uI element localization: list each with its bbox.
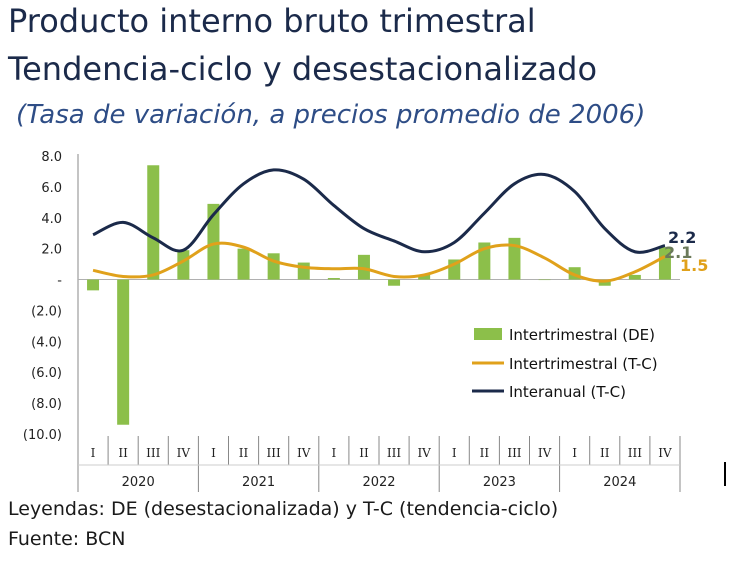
bar-intertrimestral-de [357, 254, 370, 280]
bar-intertrimestral-de [87, 279, 100, 291]
y-tick-label: 2.0 [41, 243, 62, 258]
line-series [92, 168, 666, 283]
bar-intertrimestral-de [207, 203, 220, 280]
y-tick-label: 6.0 [41, 181, 62, 196]
bar-series [87, 165, 671, 425]
quarter-label: III [507, 446, 521, 460]
chart-title-line2: Tendencia-ciclo y desestacionalizado [8, 50, 598, 88]
quarter-label: I [331, 446, 336, 460]
bar-intertrimestral-de [658, 247, 671, 280]
quarter-label: III [628, 446, 642, 460]
chart-legend: Intertrimestral (DE) Intertrimestral (T-C… [472, 326, 658, 401]
quarter-label: II [239, 446, 249, 460]
end-value-label: 1.5 [680, 256, 708, 275]
quarter-label: IV [417, 446, 431, 460]
y-tick-label: (6.0) [31, 366, 62, 381]
quarter-label: I [452, 446, 457, 460]
bar-intertrimestral-de [147, 165, 160, 280]
bar-intertrimestral-de [538, 279, 551, 281]
bar-intertrimestral-de [267, 253, 280, 280]
bar-intertrimestral-de [478, 242, 491, 280]
line-intertrimestral-tc [92, 241, 666, 283]
bar-intertrimestral-de [117, 279, 130, 425]
bar-intertrimestral-de [297, 262, 310, 280]
quarter-label: II [359, 446, 369, 460]
legend-label: Intertrimestral (DE) [509, 326, 655, 344]
quarter-label: IV [658, 446, 672, 460]
line-interanual-tc [92, 168, 666, 254]
end-labels: 2.22.11.5 [664, 228, 708, 275]
bar-intertrimestral-de [418, 274, 431, 280]
quarter-label: III [387, 446, 401, 460]
y-tick-label: 4.0 [41, 212, 62, 227]
year-label: 2020 [122, 475, 155, 490]
chart-title-line1: Producto interno bruto trimestral [8, 2, 536, 40]
footer-source: Fuente: BCN [8, 528, 126, 550]
y-tick-label: (8.0) [31, 397, 62, 412]
y-tick-label: 8.0 [41, 150, 62, 165]
bar-intertrimestral-de [508, 237, 521, 280]
chart-subtitle: (Tasa de variación, a precios promedio d… [16, 100, 646, 130]
y-tick-label: (4.0) [31, 335, 62, 350]
legend-label: Intertrimestral (T-C) [509, 355, 658, 373]
quarter-label: IV [297, 446, 311, 460]
year-label: 2024 [603, 475, 636, 490]
quarter-label: III [146, 446, 160, 460]
end-value-label: 2.2 [668, 228, 696, 247]
y-tick-label: - [57, 274, 62, 289]
bar-intertrimestral-de [388, 279, 401, 286]
footer-legend-note: Leyendas: DE (desestacionalizada) y T-C … [8, 498, 559, 520]
quarter-label: III [267, 446, 281, 460]
end-value-label: 2.1 [664, 243, 692, 262]
year-label: 2023 [483, 475, 516, 490]
quarter-label: IV [538, 446, 552, 460]
quarter-label: II [480, 446, 490, 460]
quarter-label: I [572, 446, 577, 460]
y-tick-label: (10.0) [23, 428, 62, 443]
bar-intertrimestral-de [628, 274, 641, 280]
quarter-label: I [91, 446, 96, 460]
y-tick-label: (2.0) [31, 304, 62, 319]
quarter-label: II [118, 446, 128, 460]
bar-intertrimestral-de [598, 279, 611, 286]
bar-intertrimestral-de [177, 250, 190, 280]
quarter-label: IV [177, 446, 191, 460]
year-label: 2022 [362, 475, 395, 490]
text-cursor [724, 462, 726, 486]
gdp-chart: 8.0 6.0 4.0 2.0 - (2.0) (4.0) (6.0) (8.0) (10.0) I… [23, 150, 708, 492]
year-label: 2021 [242, 475, 275, 490]
bar-intertrimestral-de [237, 248, 250, 280]
legend-swatch [474, 328, 502, 340]
quarter-label: I [211, 446, 216, 460]
quarter-label: II [600, 446, 610, 460]
bar-intertrimestral-de [327, 278, 340, 280]
legend-label: Interanual (T-C) [509, 383, 626, 401]
